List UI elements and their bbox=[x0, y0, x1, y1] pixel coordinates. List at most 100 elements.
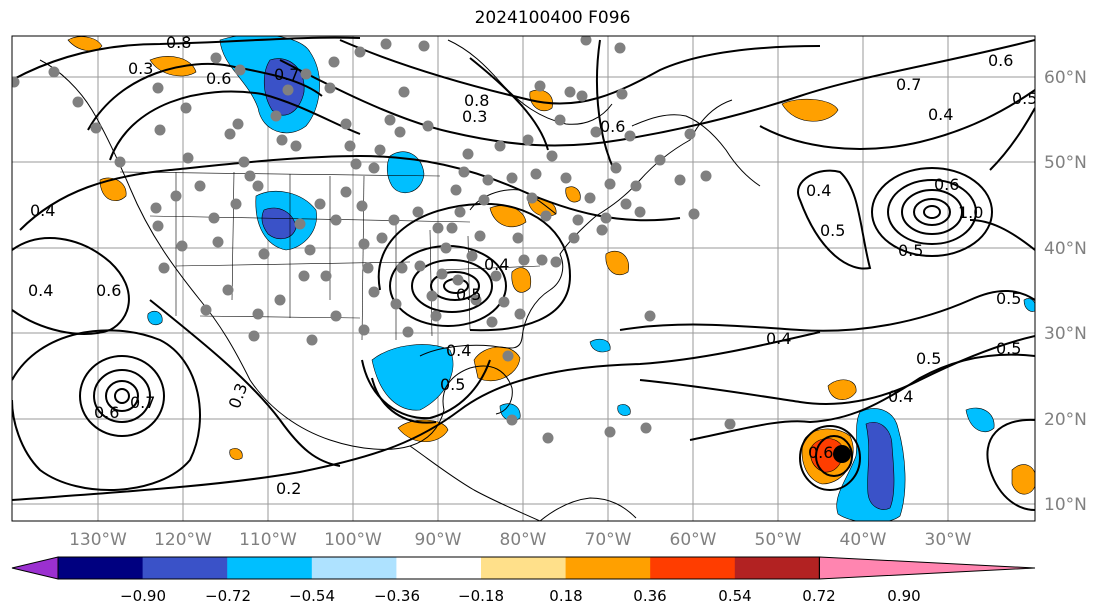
lon-tick-label: 80°W bbox=[500, 530, 547, 550]
lat-tick-label: 40°N bbox=[1044, 239, 1087, 259]
station-marker bbox=[536, 254, 548, 266]
station-marker bbox=[540, 210, 552, 222]
station-marker bbox=[274, 294, 286, 306]
station-marker bbox=[294, 218, 306, 230]
station-marker bbox=[248, 330, 260, 342]
positive-fill-region bbox=[781, 98, 839, 122]
station-marker bbox=[654, 154, 666, 166]
station-marker bbox=[550, 256, 562, 268]
station-marker bbox=[616, 88, 628, 100]
contour-line bbox=[759, 89, 1035, 150]
lat-tick-label: 60°N bbox=[1044, 68, 1087, 88]
station-marker bbox=[394, 126, 406, 138]
station-marker bbox=[48, 66, 60, 78]
station-marker bbox=[568, 232, 580, 244]
contour-label: 0.4 bbox=[30, 201, 55, 220]
station-marker bbox=[282, 84, 294, 96]
contour-label: 0.4 bbox=[446, 341, 471, 360]
station-marker bbox=[564, 86, 576, 98]
station-marker bbox=[344, 140, 356, 152]
contour-line bbox=[986, 418, 1035, 511]
contour-label: 0.4 bbox=[766, 329, 791, 348]
contour-label: 0.8 bbox=[166, 33, 191, 52]
station-marker bbox=[368, 162, 380, 174]
contour-line bbox=[12, 329, 201, 491]
station-marker bbox=[452, 274, 464, 286]
station-marker bbox=[270, 110, 282, 122]
contour-label: 0.6 bbox=[808, 443, 833, 462]
station-marker bbox=[580, 36, 592, 46]
station-marker bbox=[458, 166, 470, 178]
contour-line bbox=[887, 179, 977, 245]
station-marker bbox=[150, 202, 162, 214]
positive-fill-region bbox=[1011, 464, 1035, 495]
contour-line bbox=[339, 39, 821, 105]
station-marker bbox=[634, 206, 646, 218]
station-marker bbox=[208, 212, 220, 224]
station-marker bbox=[584, 192, 596, 204]
contour-label: 0.4 bbox=[928, 105, 953, 124]
lat-tick-label: 20°N bbox=[1044, 410, 1087, 430]
contour-label: 0.5 bbox=[916, 349, 941, 368]
station-marker bbox=[252, 180, 264, 192]
station-marker bbox=[498, 296, 510, 308]
positive-fill-region bbox=[605, 250, 629, 276]
station-marker bbox=[224, 128, 236, 140]
station-marker bbox=[436, 268, 448, 280]
contour-label: 0.4 bbox=[888, 387, 913, 406]
station-marker bbox=[182, 152, 194, 164]
station-marker bbox=[674, 174, 686, 186]
negative-fill-region bbox=[589, 338, 611, 353]
contour-line bbox=[79, 355, 165, 437]
station-marker bbox=[604, 178, 616, 190]
contour-label: 0.4 bbox=[806, 181, 831, 200]
station-marker bbox=[482, 174, 494, 186]
contour-label: 0.5 bbox=[996, 289, 1021, 308]
contour-line bbox=[989, 107, 1035, 171]
station-marker bbox=[230, 198, 242, 210]
longitude-tick-labels: 130°W 120°W 110°W 100°W 90°W 80°W 70°W 6… bbox=[69, 530, 972, 550]
station-marker bbox=[640, 422, 652, 434]
lat-tick-label: 30°N bbox=[1044, 324, 1087, 344]
contour-label: 0.5 bbox=[440, 375, 465, 394]
contour-label: 0.5 bbox=[456, 285, 481, 304]
contour-label: 0.5 bbox=[820, 221, 845, 240]
lat-tick-label: 10°N bbox=[1044, 495, 1087, 515]
negative-fill-region bbox=[386, 151, 425, 194]
station-marker bbox=[314, 198, 326, 210]
station-marker bbox=[614, 42, 626, 54]
station-marker bbox=[700, 170, 712, 182]
station-marker bbox=[300, 68, 312, 80]
contour-line bbox=[105, 380, 139, 412]
station-marker bbox=[396, 262, 408, 274]
station-marker bbox=[402, 326, 414, 338]
strong-negative-fill-region bbox=[261, 207, 297, 240]
station-marker bbox=[604, 426, 616, 438]
station-marker bbox=[222, 284, 234, 296]
positive-fill-region bbox=[67, 36, 103, 52]
station-marker bbox=[450, 184, 462, 196]
station-marker bbox=[158, 262, 170, 274]
station-marker bbox=[398, 86, 410, 98]
contour-line bbox=[149, 299, 341, 467]
station-marker bbox=[590, 126, 602, 138]
station-marker bbox=[290, 140, 302, 152]
station-marker bbox=[506, 172, 518, 184]
station-marker bbox=[620, 198, 632, 210]
station-marker bbox=[422, 120, 434, 132]
contour-label: 0.7 bbox=[130, 393, 155, 412]
station-marker bbox=[446, 222, 458, 234]
station-marker bbox=[426, 290, 438, 302]
positive-fill-region bbox=[229, 448, 243, 460]
station-marker bbox=[440, 242, 452, 254]
contour-line bbox=[901, 189, 963, 235]
contour-line bbox=[797, 169, 872, 270]
station-marker bbox=[414, 260, 426, 272]
latitude-tick-labels: 60°N 50°N 40°N 30°N 20°N 10°N bbox=[1044, 68, 1087, 515]
station-marker bbox=[688, 208, 700, 220]
station-marker bbox=[522, 134, 534, 146]
station-marker bbox=[340, 186, 352, 198]
lon-tick-label: 60°W bbox=[670, 530, 717, 550]
station-marker bbox=[298, 270, 310, 282]
